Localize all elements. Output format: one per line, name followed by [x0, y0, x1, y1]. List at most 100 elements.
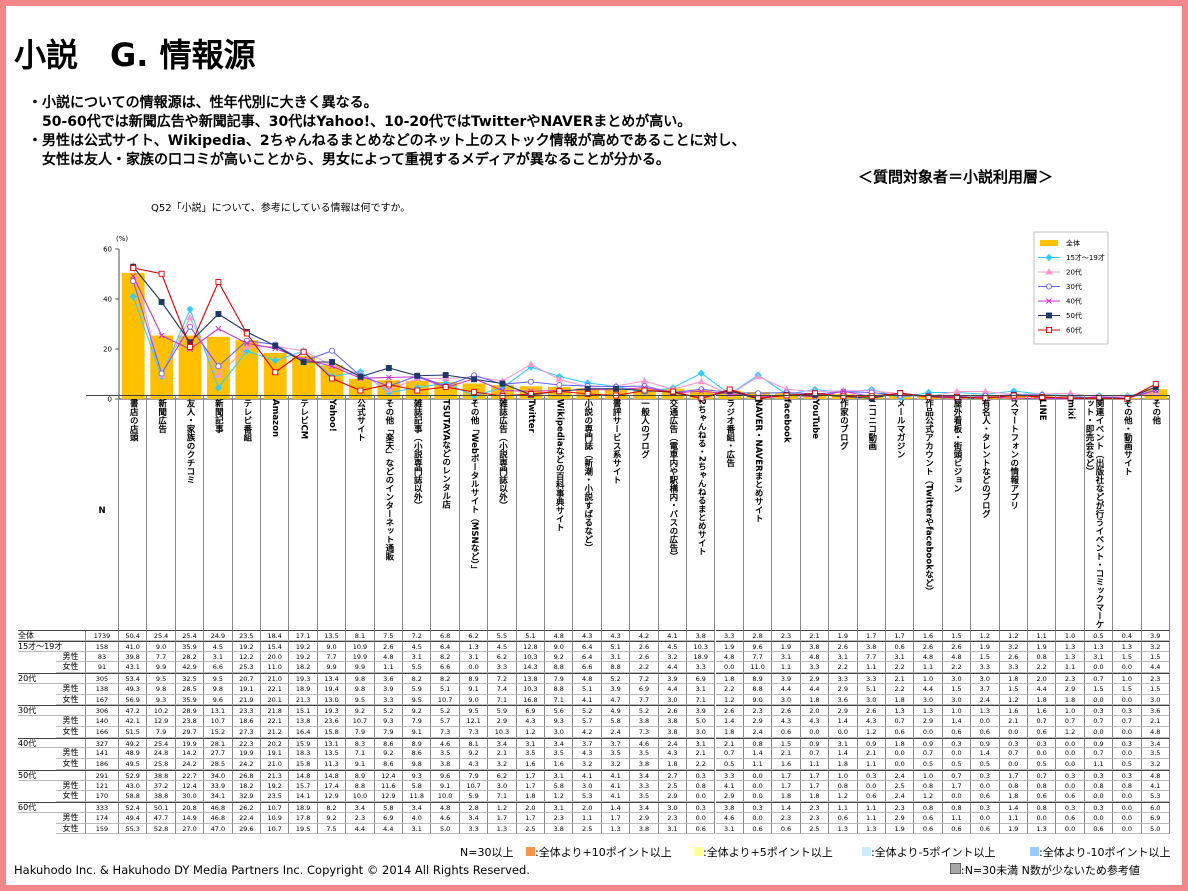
- cell: 4.1: [601, 769, 631, 781]
- point: [840, 388, 847, 395]
- row-label: 全体: [18, 630, 86, 641]
- cell: 29.6: [232, 823, 261, 835]
- cell: 3.3: [488, 662, 517, 673]
- cell: 2.6: [630, 640, 659, 652]
- cell: 0.0: [857, 780, 886, 792]
- cell: 7.9: [545, 673, 574, 684]
- cell: 27.0: [175, 823, 205, 835]
- cell: 0.6: [942, 823, 972, 835]
- cell: 6.9: [374, 812, 404, 824]
- legend-label: 15才～19才: [1066, 253, 1105, 262]
- cell: 0.7: [999, 748, 1028, 759]
- cell: 1.1: [743, 759, 773, 770]
- cell: 18.2: [289, 662, 318, 673]
- cell: 5.9: [459, 791, 489, 802]
- cell: 0.3: [687, 802, 716, 813]
- cell: 3.1: [715, 823, 744, 835]
- cell: 19.3: [317, 705, 347, 716]
- cell: 3.3: [999, 662, 1028, 673]
- cell: 1.1: [942, 812, 972, 824]
- column-header: その他・動画サイト: [1113, 395, 1142, 630]
- cell: 13.5: [317, 630, 347, 641]
- point: [215, 279, 222, 285]
- cell: 2.9: [800, 673, 830, 684]
- cell: 4.4: [658, 662, 688, 673]
- cell: 9.6: [204, 694, 233, 706]
- legend-text: :全体より+10ポイント以上: [535, 846, 672, 859]
- cell: 3.0: [687, 726, 716, 738]
- bullet-line: 女性は友人・家族の口コミが高いことから、男女によって重視するメディアが異なること…: [28, 152, 670, 168]
- legend-label: 50代: [1066, 311, 1082, 320]
- cell: 1.0: [914, 673, 943, 684]
- cell: 1.3: [601, 823, 631, 835]
- cell: 0.6: [1084, 823, 1114, 835]
- cell: 1.6: [772, 759, 801, 770]
- cell: 39.8: [119, 651, 148, 663]
- cell: 7.3: [459, 726, 489, 738]
- cell: 3.0: [942, 694, 972, 706]
- legend-item: :全体より-5ポイント以上: [862, 844, 995, 860]
- y-unit: (%): [116, 235, 128, 243]
- column-header: 雑誌広告（小説専門誌以外）: [488, 395, 517, 630]
- cell: 0.6: [772, 726, 801, 738]
- cell: 0.3: [1056, 769, 1085, 781]
- bullet-line: ・男性は公式サイト、Wikipedia、2ちゃんねるまとめなどのネット上のストッ…: [28, 133, 746, 149]
- cell: 1.1: [857, 802, 886, 813]
- cell: 3.8: [630, 823, 659, 835]
- legend-label: 全体: [1066, 239, 1080, 248]
- cell: 3.1: [459, 651, 489, 663]
- cell: 47.7: [147, 812, 176, 824]
- cell: 2.9: [630, 812, 659, 824]
- cell: 3.0: [545, 726, 574, 738]
- cell: 6.9: [1141, 812, 1170, 824]
- cell: 33.9: [204, 780, 233, 792]
- legend-label: 40代: [1066, 297, 1082, 306]
- cell: 1.1: [573, 812, 602, 824]
- point: [613, 385, 620, 392]
- cell: 0.8: [914, 780, 943, 792]
- cell: 15.8: [317, 726, 347, 738]
- cell: 7.5: [374, 630, 404, 641]
- cell: 0.8: [687, 780, 716, 792]
- cell: 8.2: [431, 651, 460, 663]
- cell: 0.7: [1027, 716, 1057, 727]
- column-header: その他「Webポータルサイト（MSNなど）」: [459, 395, 489, 630]
- cell: 2.2: [885, 662, 915, 673]
- cell: 0.0: [1113, 802, 1142, 813]
- bullets: ・小説についての情報源は、性年代別に大きく異なる。 50-60代では新聞広告や新…: [28, 94, 745, 170]
- cell: 2.4: [885, 791, 915, 802]
- copyright: Hakuhodo Inc. & Hakuhodo DY Media Partne…: [14, 863, 530, 877]
- cell: 19.3: [289, 673, 318, 684]
- cell: 3.1: [601, 651, 631, 663]
- cell: 1.1: [914, 662, 943, 673]
- cell: 0.3: [999, 737, 1028, 749]
- cell: 25.3: [232, 662, 261, 673]
- point: [186, 313, 194, 321]
- point: [129, 292, 137, 301]
- cell: 7.1: [687, 694, 716, 706]
- cell: 0.0: [715, 662, 744, 673]
- cell: 1.8: [658, 759, 688, 770]
- cell: 2.6: [374, 640, 404, 652]
- cell: 21.2: [261, 726, 290, 738]
- cell: 10.3: [516, 683, 546, 695]
- cell: 19.9: [232, 748, 261, 759]
- cell: 3.6: [1141, 705, 1170, 716]
- cell: 174: [86, 812, 119, 824]
- point: [527, 360, 535, 367]
- cell: 1.8: [999, 673, 1028, 684]
- point: [1045, 253, 1053, 262]
- cell: 5.8: [374, 802, 404, 813]
- cell: 1.5: [971, 651, 1000, 663]
- cell: 121: [86, 780, 119, 792]
- cell: 3.0: [772, 694, 801, 706]
- cell: 0.0: [999, 759, 1028, 770]
- cell: 49.4: [119, 812, 148, 824]
- legend-item: :全体より-10ポイント以上: [1030, 844, 1170, 860]
- cell: 1.7: [601, 812, 631, 824]
- cell: 49.3: [119, 683, 148, 695]
- point: [243, 330, 250, 337]
- cell: 6.2: [488, 651, 517, 663]
- column-header: ニコニコ動画: [857, 395, 886, 630]
- cell: 3.2: [601, 759, 631, 770]
